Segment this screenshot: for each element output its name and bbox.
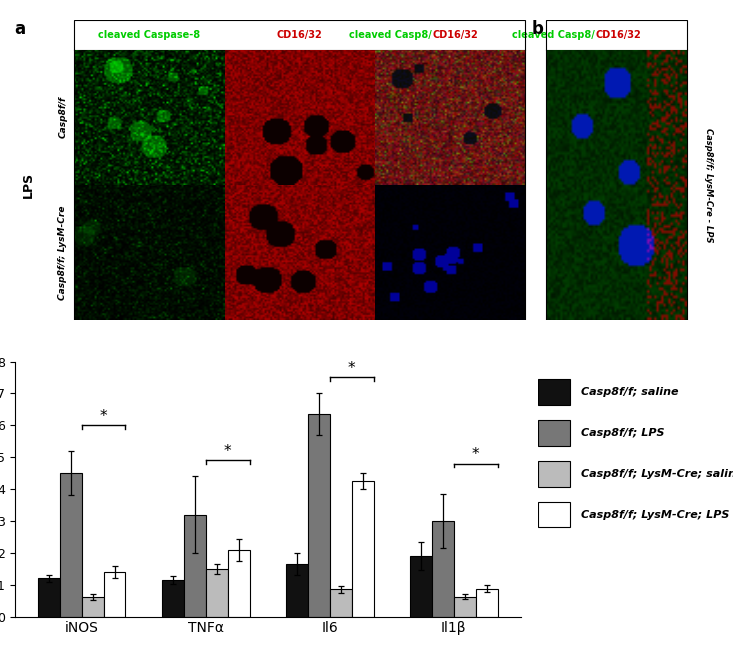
- Bar: [103, 572, 125, 617]
- Text: a: a: [15, 20, 26, 38]
- Bar: [454, 597, 476, 617]
- Bar: [308, 414, 330, 617]
- Text: Casp8f/f; saline: Casp8f/f; saline: [581, 387, 679, 397]
- Text: CD16/32: CD16/32: [595, 30, 641, 40]
- Bar: [432, 521, 454, 617]
- Text: Casp8f/f; LPS: Casp8f/f; LPS: [581, 428, 665, 438]
- Bar: [75, 20, 525, 320]
- Text: CD16/32: CD16/32: [277, 30, 323, 40]
- FancyBboxPatch shape: [538, 461, 570, 487]
- Bar: [81, 597, 103, 617]
- Bar: [352, 481, 374, 617]
- FancyBboxPatch shape: [538, 420, 570, 446]
- Text: *: *: [347, 361, 356, 376]
- Text: b: b: [532, 20, 544, 38]
- Bar: [227, 550, 249, 617]
- Text: *: *: [472, 447, 479, 462]
- Bar: [184, 514, 205, 617]
- Text: Casp8f/f; LysM-Cre; saline: Casp8f/f; LysM-Cre; saline: [581, 469, 733, 479]
- Text: Casp8f/f; LysM-Cre; LPS: Casp8f/f; LysM-Cre; LPS: [581, 510, 729, 520]
- Text: cleaved Caspase-8: cleaved Caspase-8: [98, 30, 201, 40]
- FancyBboxPatch shape: [538, 379, 570, 405]
- Bar: [162, 580, 184, 617]
- Text: Casp8f/f; LysM-Cre - LPS: Casp8f/f; LysM-Cre - LPS: [704, 128, 713, 242]
- Bar: [205, 569, 227, 617]
- Bar: [410, 556, 432, 617]
- Text: Casp8f/f: Casp8f/f: [59, 96, 67, 139]
- FancyBboxPatch shape: [538, 502, 570, 527]
- Text: CD16/32: CD16/32: [432, 30, 478, 40]
- Bar: [476, 589, 498, 617]
- Text: LPS: LPS: [22, 172, 35, 198]
- Bar: [546, 20, 687, 320]
- Text: *: *: [100, 408, 107, 424]
- Text: Casp8f/f; LysM-Cre: Casp8f/f; LysM-Cre: [59, 205, 67, 300]
- Text: cleaved Casp8/: cleaved Casp8/: [350, 30, 432, 40]
- Bar: [59, 473, 81, 617]
- Text: *: *: [224, 444, 232, 459]
- Bar: [330, 589, 352, 617]
- Text: cleaved Casp8/: cleaved Casp8/: [512, 30, 595, 40]
- Bar: [37, 578, 59, 617]
- Bar: [286, 564, 308, 617]
